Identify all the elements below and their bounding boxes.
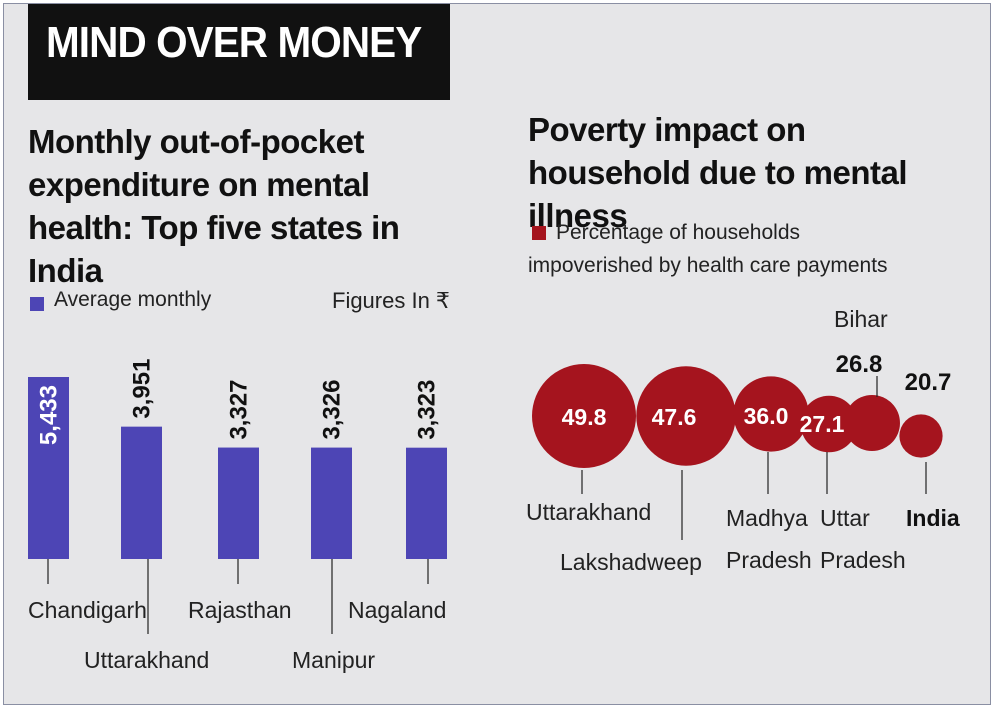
bubble-category-label: Madhya Pradesh xyxy=(726,505,812,573)
bubble-category-label: India xyxy=(906,505,960,531)
bubble-category-label: Lakshadweep xyxy=(560,549,702,575)
bubble-value-label: 20.7 xyxy=(905,369,952,396)
bubble-uttar-pradesh xyxy=(800,395,858,453)
bubble-bihar xyxy=(844,395,900,451)
bar-nagaland xyxy=(406,447,447,559)
bar-value-label: 3,326 xyxy=(319,380,346,440)
bubble-legend-label: Percentage of households impoverished by… xyxy=(528,221,888,277)
banner: MIND OVER MONEY xyxy=(28,4,450,100)
unit-note: Figures In ₹ xyxy=(332,288,450,313)
bubble-value-label: 27.1 xyxy=(800,411,845,437)
charts-canvas: 5,433 Chandigarh 3,951 Uttarakhand 3,327 Raja… xyxy=(28,306,960,673)
bar-category-label: Chandigarh xyxy=(28,597,147,623)
bar-chandigarh xyxy=(28,377,69,559)
infographic-panel: MIND OVER MONEY Monthly out-of-pocket ex… xyxy=(3,3,991,705)
bar-category-label: Rajasthan xyxy=(188,597,292,623)
bar-rajasthan xyxy=(218,447,259,559)
bar-legend-swatch xyxy=(30,297,44,311)
label-line: Pradesh xyxy=(820,547,906,573)
bubble-value-label: 47.6 xyxy=(652,404,697,430)
bubble-value-label: 26.8 xyxy=(836,351,883,378)
label-line: Uttar xyxy=(820,505,870,531)
bubble-chart-title: Poverty impact on household due to menta… xyxy=(528,111,908,234)
bubble-value-label: 36.0 xyxy=(744,403,789,429)
bubble-category-label: Bihar xyxy=(834,306,888,332)
label-line: Pradesh xyxy=(726,547,812,573)
bubble-lakshadweep xyxy=(636,366,736,466)
bubble-uttarakhand xyxy=(532,364,636,468)
bar-manipur xyxy=(311,447,352,559)
banner-title: MIND OVER MONEY xyxy=(46,18,422,67)
label-line: Madhya xyxy=(726,505,808,531)
bar-category-label: Manipur xyxy=(292,647,375,673)
bar-value-label: 3,951 xyxy=(129,359,156,419)
bubble-india xyxy=(899,414,943,458)
bar-category-label: Nagaland xyxy=(348,597,446,623)
bubble-category-label: Uttar Pradesh xyxy=(820,505,906,573)
bubble-category-label: Uttarakhand xyxy=(526,499,651,525)
bar-value-label: 3,327 xyxy=(226,379,253,439)
bar-chart-title: Monthly out-of-pocket expenditure on men… xyxy=(28,123,400,289)
bar-value-label: 3,323 xyxy=(414,380,441,440)
bar-legend-label: Average monthly xyxy=(54,288,212,311)
bar-value-label: 5,433 xyxy=(36,385,63,445)
bubble-value-label: 49.8 xyxy=(562,404,607,430)
bar-uttarakhand xyxy=(121,426,162,559)
bubble-madhya-pradesh xyxy=(733,376,809,452)
bar-category-label: Uttarakhand xyxy=(84,647,209,673)
bubble-legend-swatch xyxy=(532,226,546,240)
